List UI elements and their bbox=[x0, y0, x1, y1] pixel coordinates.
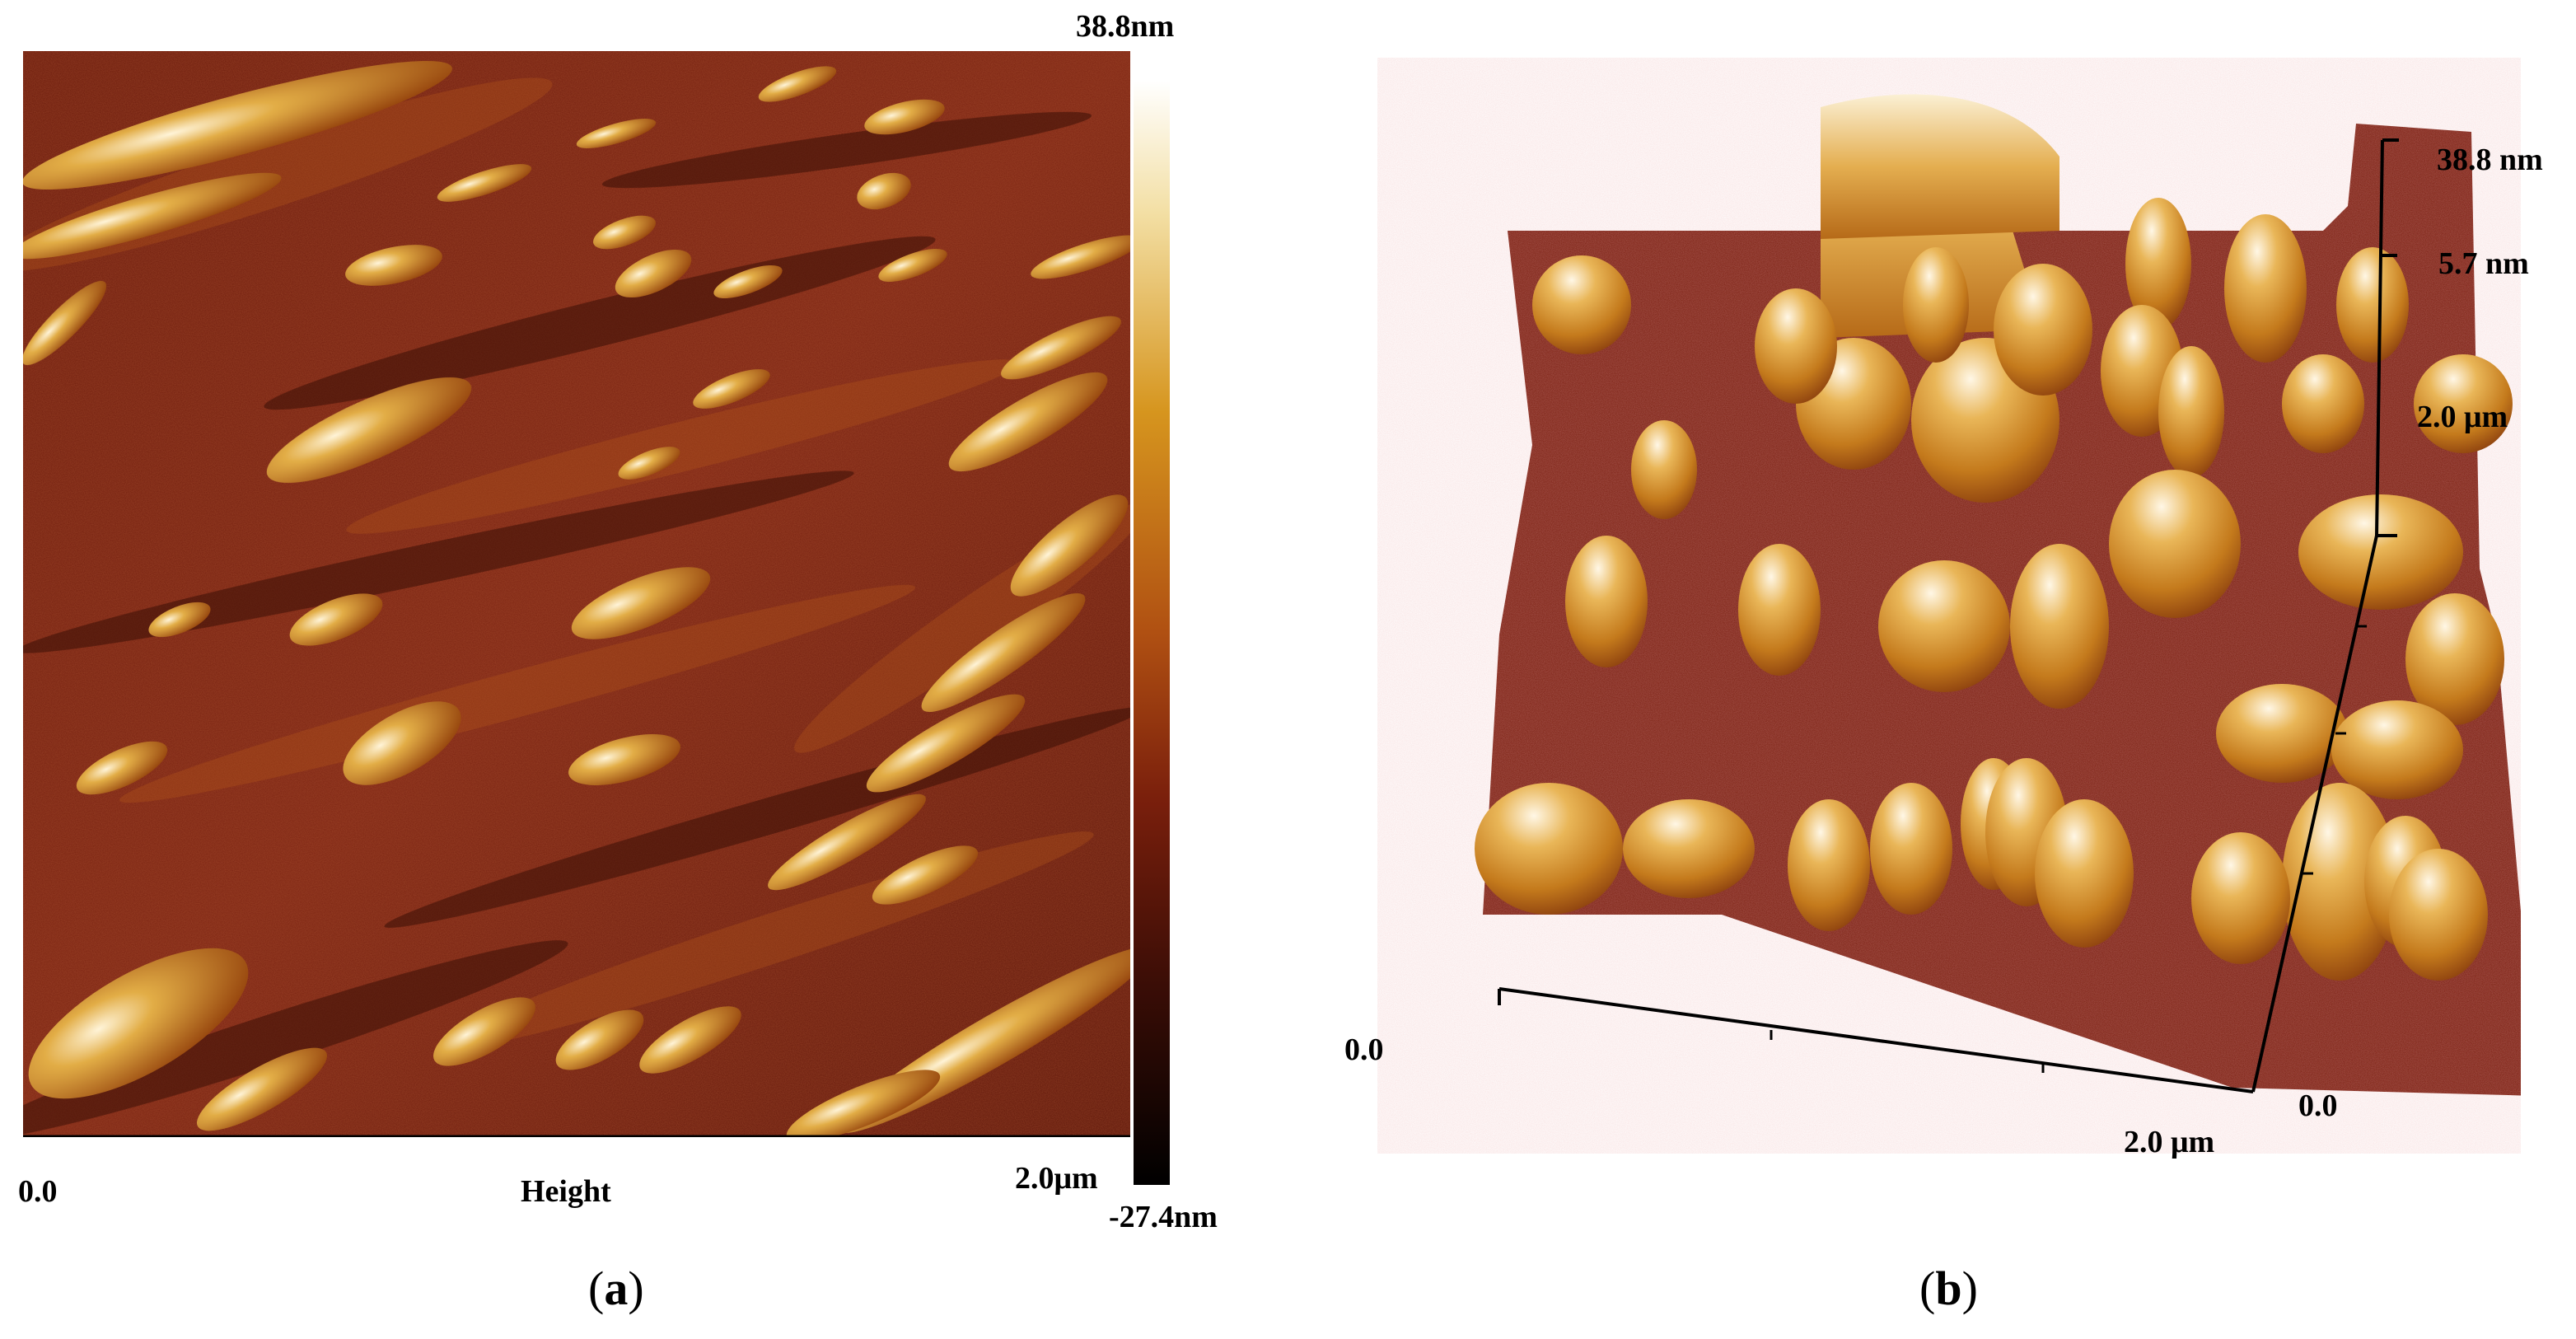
panel-a-caption: (a) bbox=[588, 1262, 644, 1315]
colorbar-max-label: 38.8nm bbox=[1076, 9, 1175, 44]
panel-a-letter: a bbox=[604, 1262, 629, 1315]
panel-b-letter: b bbox=[1935, 1262, 1962, 1315]
afm-3d-surface-plot bbox=[1335, 58, 2521, 1154]
colorbar-min-label: -27.4nm bbox=[1109, 1200, 1218, 1234]
panel-a-x-start-label: 0.0 bbox=[18, 1174, 58, 1209]
panel-a-x-end-label: 2.0μm bbox=[1015, 1161, 1098, 1196]
height-colorbar bbox=[1134, 81, 1170, 1185]
panel-a-channel-label: Height bbox=[521, 1174, 611, 1209]
panel-b-z-mid-label: 5.7 nm bbox=[2438, 246, 2529, 281]
afm-2d-height-image bbox=[23, 51, 1130, 1137]
panel-b-caption: (b) bbox=[1919, 1262, 1978, 1315]
panel-b-x-start-label: 0.0 bbox=[1344, 1032, 1384, 1067]
panel-b-y-start-label: 0.0 bbox=[2298, 1089, 2338, 1123]
panel-b-z-max-label: 38.8 nm bbox=[2437, 143, 2543, 177]
panel-b-x-end-label: 2.0 μm bbox=[2124, 1125, 2215, 1159]
panel-b-y-end-label: 2.0 μm bbox=[2417, 400, 2508, 434]
